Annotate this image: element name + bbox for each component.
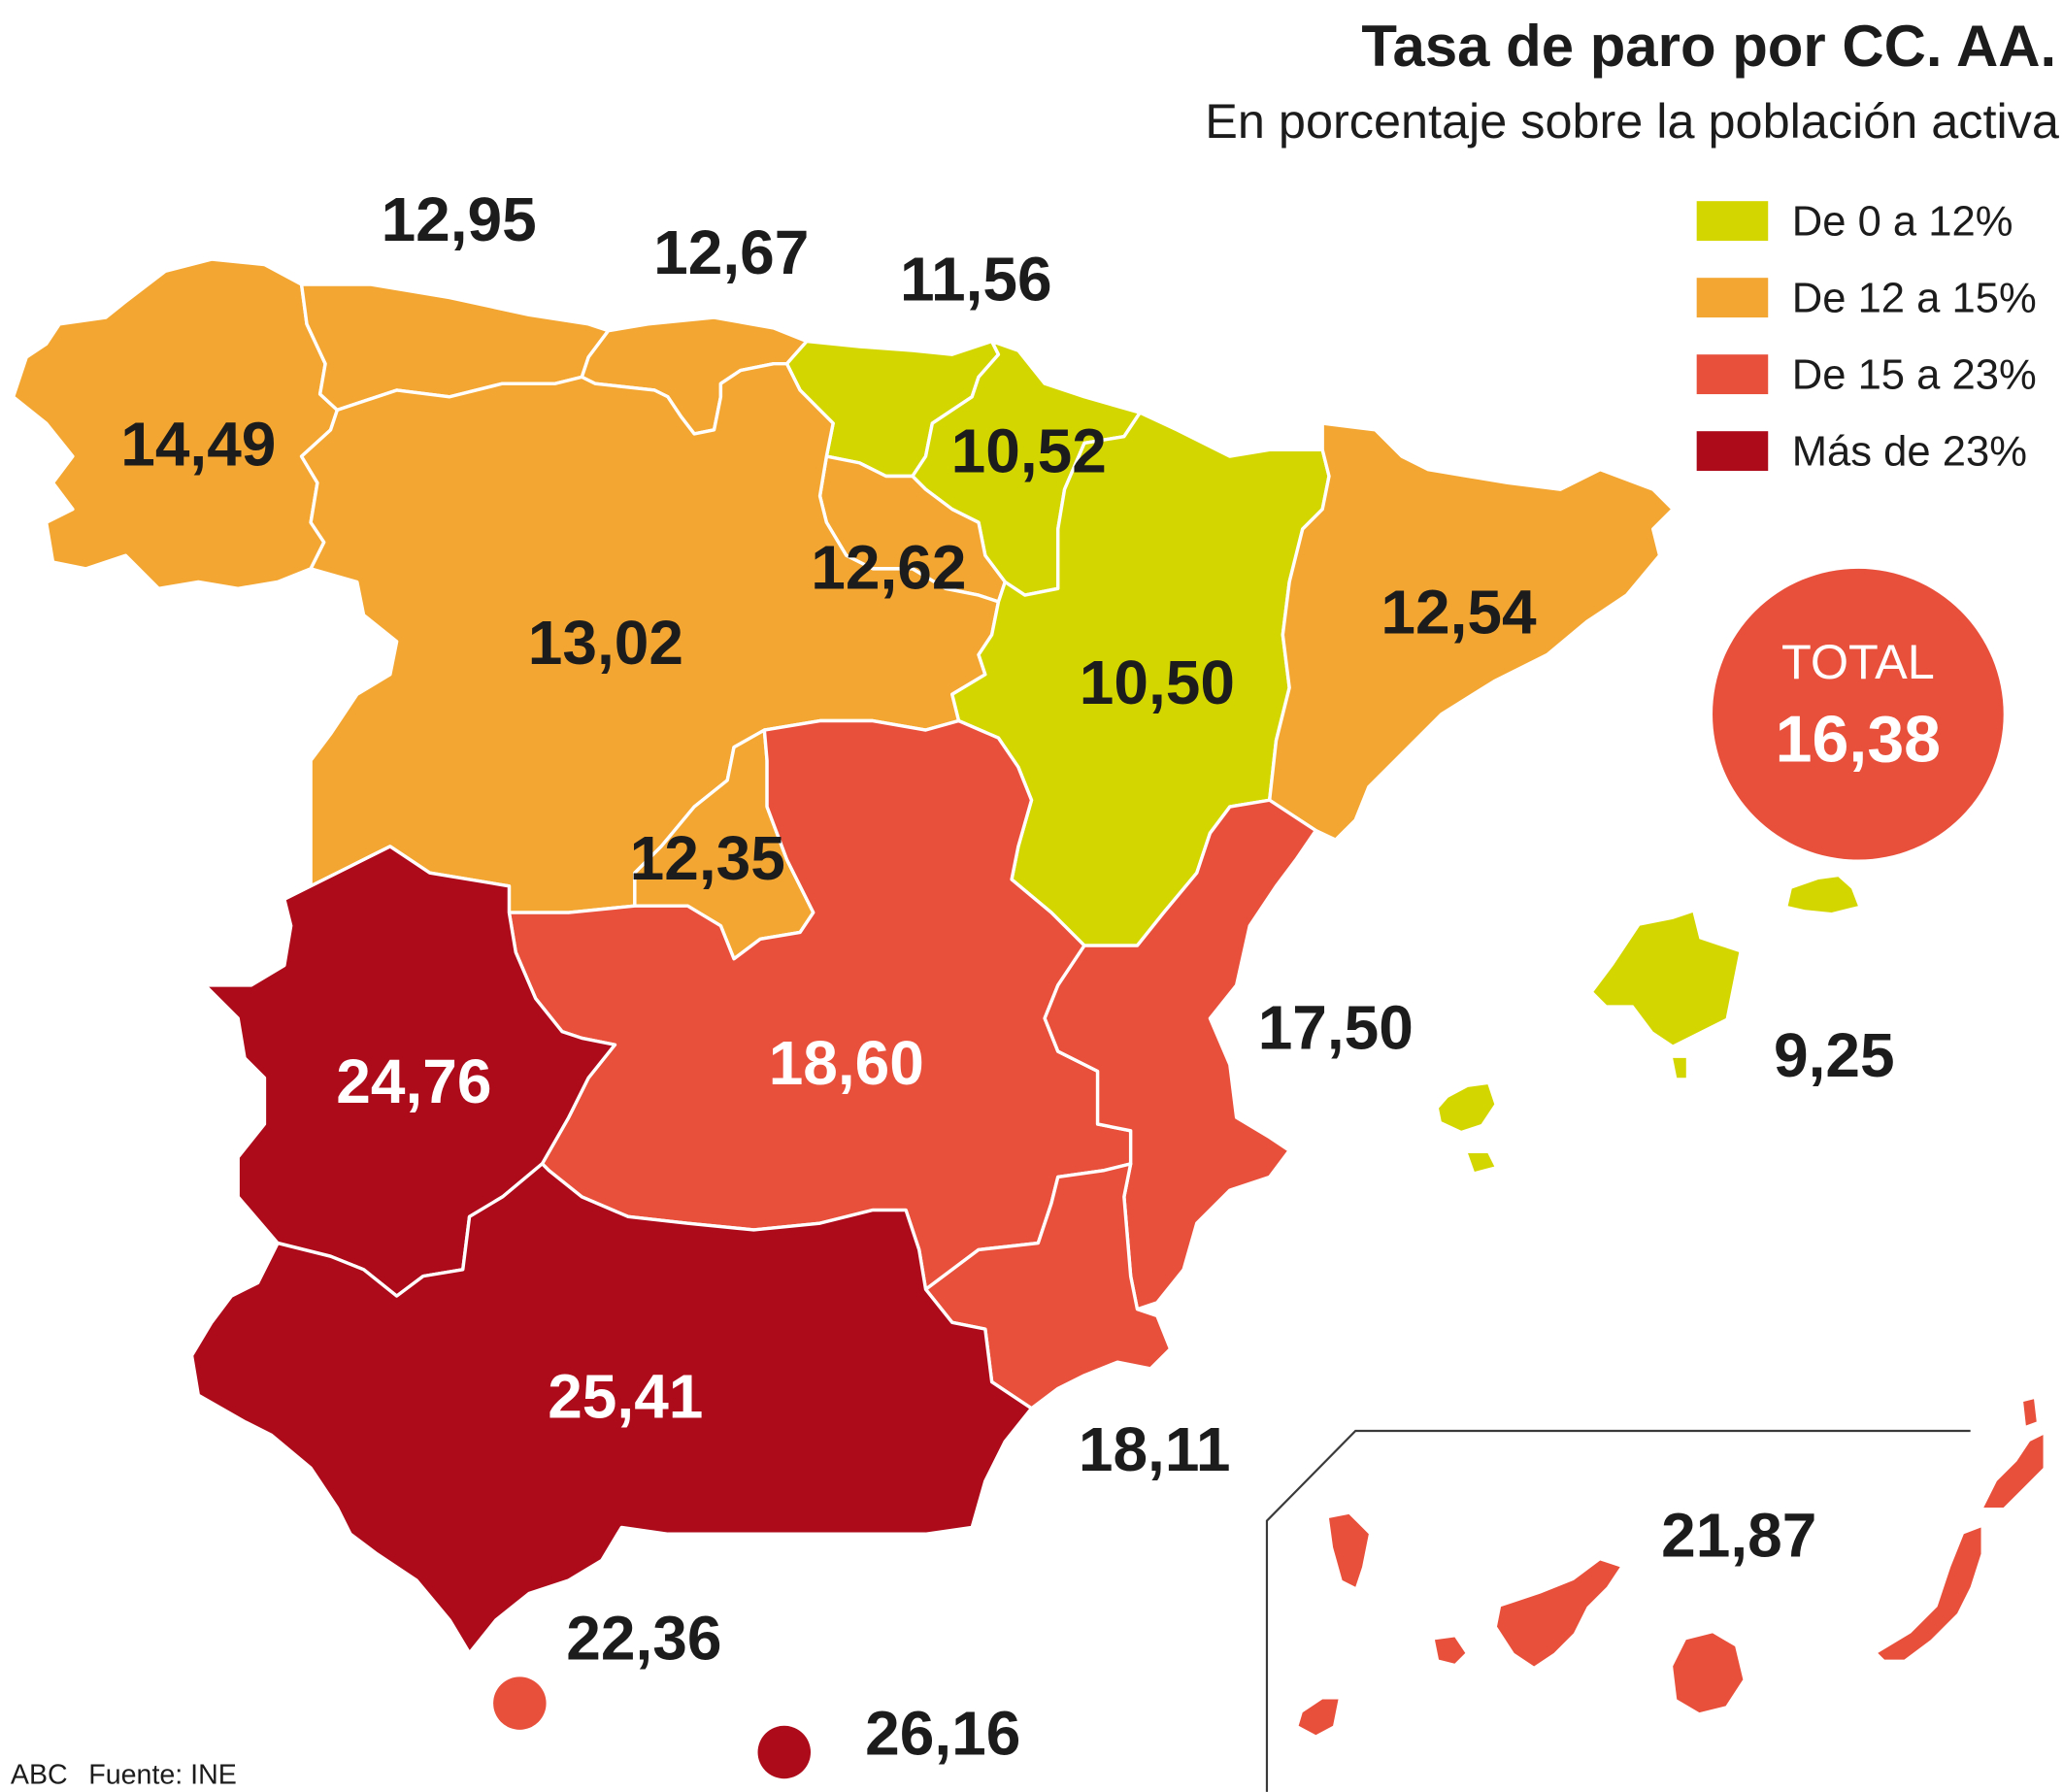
label-navarra: 10,52 — [951, 415, 1107, 485]
label-galicia: 14,49 — [120, 410, 276, 480]
region-murcia — [923, 1162, 1173, 1410]
total-label: TOTAL — [1781, 634, 1935, 689]
label-cantabria: 12,67 — [653, 217, 809, 287]
label-melilla: 26,16 — [865, 1699, 1020, 1769]
legend-swatch — [1696, 201, 1769, 242]
island-la-palma — [1328, 1513, 1369, 1587]
source-text: Fuente: INE — [88, 1760, 237, 1791]
label-cataluna: 12,54 — [1381, 578, 1537, 647]
total-badge: TOTAL 16,38 — [1713, 568, 2004, 860]
legend-item-12-15: De 12 a 15% — [1696, 276, 2037, 322]
total-circle — [1713, 568, 2004, 860]
legend-label: Más de 23% — [1792, 429, 2027, 476]
map-subtitle: En porcentaje sobre la población activa — [1205, 93, 2060, 149]
region-andalucia — [189, 1162, 1034, 1655]
label-castilla-la-mancha: 18,60 — [769, 1028, 924, 1098]
label-murcia: 18,11 — [1079, 1414, 1231, 1484]
label-andalucia: 25,41 — [548, 1361, 703, 1431]
island-la-gomera — [1434, 1637, 1466, 1664]
island-fuerteventura — [1878, 1527, 1981, 1660]
legend-label: De 12 a 15% — [1792, 276, 2037, 322]
label-baleares: 9,25 — [1774, 1020, 1895, 1090]
island-mallorca — [1593, 913, 1740, 1045]
island-la-graciosa — [2023, 1399, 2037, 1426]
legend-swatch — [1696, 278, 1769, 318]
label-aragon: 10,50 — [1080, 647, 1235, 717]
island-gran-canaria — [1673, 1633, 1744, 1713]
map-title: Tasa de paro por CC. AA. — [1361, 14, 2056, 79]
region-labels: 12,95 12,67 11,56 14,49 10,52 12,62 13,0… — [120, 184, 1894, 1769]
island-menorca — [1787, 877, 1858, 913]
legend-item-15-23: De 15 a 23% — [1696, 352, 2037, 399]
region-melilla — [757, 1725, 812, 1779]
legend-label: De 0 a 12% — [1792, 199, 2013, 246]
island-ibiza — [1439, 1084, 1495, 1131]
island-el-hierro — [1298, 1699, 1339, 1736]
label-pais-vasco: 11,56 — [900, 244, 1052, 314]
legend-label: De 15 a 23% — [1792, 352, 2037, 399]
label-extremadura: 24,76 — [336, 1046, 491, 1116]
label-canarias: 21,87 — [1661, 1500, 1816, 1570]
mainland — [11, 257, 1675, 1655]
label-madrid: 12,35 — [630, 823, 785, 893]
canarias-inset-frame — [1265, 1429, 1971, 1792]
label-la-rioja: 12,62 — [811, 532, 966, 602]
total-value: 16,38 — [1776, 703, 1941, 777]
legend-swatch — [1696, 431, 1769, 472]
island-formentera — [1468, 1152, 1495, 1173]
region-baleares — [1439, 877, 1858, 1173]
region-cataluna — [1267, 421, 1675, 842]
island-cabrera — [1673, 1057, 1686, 1079]
label-valenciana: 17,50 — [1258, 992, 1414, 1062]
legend: De 0 a 12% De 12 a 15% De 15 a 23% Más d… — [1696, 199, 2037, 476]
legend-swatch — [1696, 354, 1769, 395]
region-canarias — [1298, 1399, 2044, 1736]
region-ceuta — [493, 1676, 547, 1730]
label-asturias: 12,95 — [382, 184, 537, 254]
credit-text: ABC — [11, 1760, 68, 1791]
island-lanzarote — [1983, 1435, 2044, 1509]
label-ceuta: 22,36 — [566, 1604, 721, 1674]
legend-item-0-12: De 0 a 12% — [1696, 199, 2013, 246]
label-castilla-y-leon: 13,02 — [528, 608, 683, 678]
island-tenerife — [1496, 1560, 1620, 1667]
legend-item-over-23: Más de 23% — [1696, 429, 2027, 476]
